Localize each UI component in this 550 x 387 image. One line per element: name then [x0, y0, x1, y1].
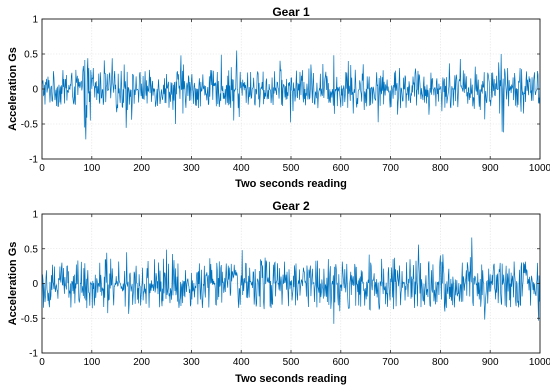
x-tick-label: 600: [332, 357, 349, 368]
x-axis-label: Two seconds reading: [235, 178, 347, 190]
x-axis-label: Two seconds reading: [235, 373, 347, 385]
x-tick-label: 400: [233, 163, 250, 174]
y-axis-label: Acceleration Gs: [7, 242, 19, 326]
signal-line: [41, 237, 541, 324]
x-tick-label: 0: [39, 357, 45, 368]
y-tick-label: -0.5: [21, 120, 39, 131]
chart-title: Gear 2: [272, 199, 310, 213]
x-tick-label: 1000: [529, 357, 550, 368]
x-tick-label: 500: [283, 357, 300, 368]
y-tick-label: 0.5: [24, 244, 38, 255]
chart-panel-1: 0 100 200 300 400 500 600 700 800 900 1000 -1 -0.5 0 0…: [7, 5, 550, 190]
x-tick-label: 100: [83, 163, 100, 174]
y-axis-label: Acceleration Gs: [7, 47, 19, 131]
y-tick-label: 0.5: [24, 50, 38, 61]
y-tick-label: -0.5: [21, 314, 39, 325]
y-tick-label: 1: [32, 210, 38, 221]
x-tick-label: 300: [183, 357, 200, 368]
y-tick-label: 1: [32, 15, 38, 26]
x-tick-label: 800: [432, 163, 449, 174]
x-tick-label: 0: [39, 163, 45, 174]
y-tick-label: 0: [32, 85, 38, 96]
x-tick-label: 700: [382, 357, 399, 368]
x-tick-label: 800: [432, 357, 449, 368]
x-tick-label: 600: [332, 163, 349, 174]
x-tick-label: 700: [382, 163, 399, 174]
x-tick-label: 200: [133, 163, 150, 174]
x-tick-label: 200: [133, 357, 150, 368]
x-tick-label: 500: [283, 163, 300, 174]
x-tick-label: 900: [482, 163, 499, 174]
chart-title: Gear 1: [272, 5, 310, 19]
x-tick-label: 300: [183, 163, 200, 174]
y-tick-label: 0: [32, 279, 38, 290]
x-tick-label: 400: [233, 357, 250, 368]
y-tick-label: -1: [29, 349, 38, 360]
y-tick-label: -1: [29, 155, 38, 166]
x-tick-label: 1000: [529, 163, 550, 174]
x-tick-label: 100: [83, 357, 100, 368]
signal-line: [41, 50, 541, 140]
chart-panel-2: 0 100 200 300 400 500 600 700 800 900 1000 -1 -0.5 0 0…: [7, 199, 550, 385]
x-tick-label: 900: [482, 357, 499, 368]
